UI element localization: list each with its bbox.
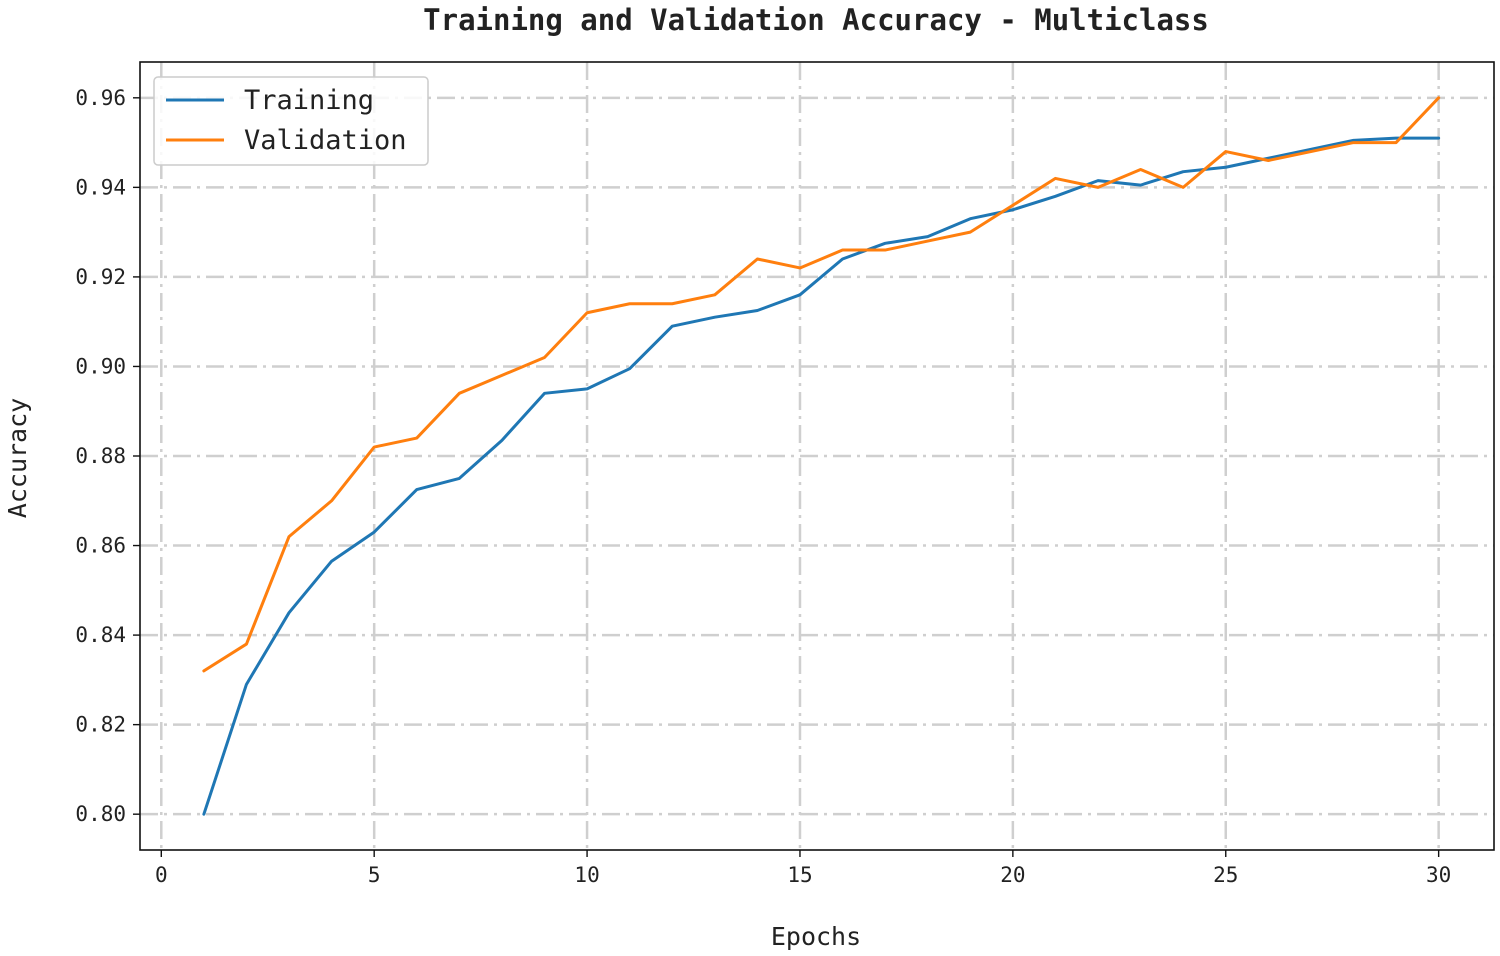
x-axis-label: Epochs — [771, 922, 861, 951]
y-tick-label: 0.92 — [75, 265, 126, 289]
legend: Training Validation — [153, 76, 429, 166]
y-tick-label: 0.94 — [75, 175, 126, 199]
y-tick-label: 0.86 — [75, 534, 126, 558]
axis-ticks: 0 5 10 15 20 25 30 0.80 0.82 0.84 0.86 0.88 0.90 0.92… — [75, 86, 1451, 887]
grid — [140, 62, 1494, 850]
chart-title: Training and Validation Accuracy - Multi… — [423, 3, 1209, 37]
series-line-validation — [202, 96, 1441, 673]
x-tick-label: 30 — [1426, 863, 1451, 887]
y-tick-label: 0.84 — [75, 623, 126, 647]
x-tick-label: 5 — [368, 863, 381, 887]
x-tick-label: 25 — [1213, 863, 1238, 887]
y-tick-label: 0.80 — [75, 802, 126, 826]
legend-label-validation: Validation — [244, 125, 407, 156]
y-tick-label: 0.88 — [75, 444, 126, 468]
y-tick-label: 0.90 — [75, 354, 126, 378]
x-tick-label: 10 — [574, 863, 599, 887]
y-tick-label: 0.82 — [75, 713, 126, 737]
y-axis-label: Accuracy — [3, 398, 32, 518]
x-tick-label: 15 — [787, 863, 812, 887]
x-tick-label: 20 — [1000, 863, 1025, 887]
legend-label-training: Training — [244, 85, 374, 116]
x-tick-label: 0 — [155, 863, 168, 887]
y-tick-label: 0.96 — [75, 86, 126, 110]
series-lines — [202, 96, 1441, 816]
series-line-training — [202, 136, 1441, 816]
